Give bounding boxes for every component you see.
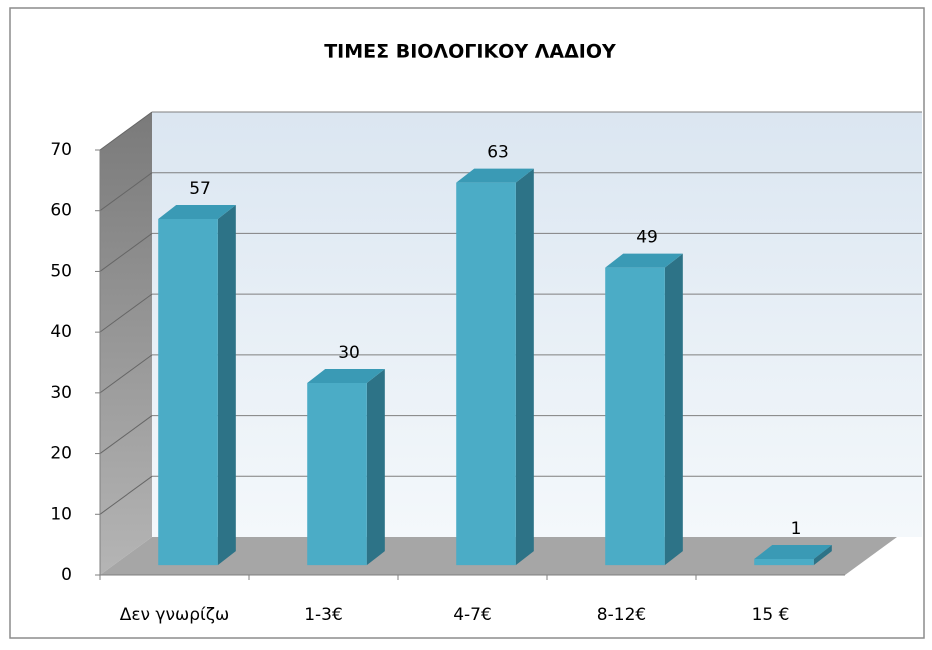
bar-face <box>515 168 534 566</box>
bar <box>754 545 832 566</box>
y-tick-label: 50 <box>50 261 72 281</box>
chart-title: ΤΙΜΕΣ ΒΙΟΛΟΓΙΚΟΥ ΛΑΔΙΟΥ <box>324 41 616 63</box>
side-grid-line <box>99 354 153 394</box>
bar-face <box>366 368 385 566</box>
bar-face <box>456 168 534 183</box>
bar-face <box>307 368 385 383</box>
data-label: 57 <box>189 179 211 199</box>
x-tick-label: 8-12€ <box>597 605 646 625</box>
side-grid-line <box>99 172 153 212</box>
y-tick-label: 0 <box>61 565 72 585</box>
side-grid-line <box>99 415 153 454</box>
y-tick-label: 30 <box>50 383 72 403</box>
bar <box>605 253 683 566</box>
bar-face <box>813 545 832 566</box>
side-grid-line <box>99 293 153 333</box>
bar-face <box>754 559 814 566</box>
bar-face <box>754 545 832 560</box>
bar-face <box>456 182 516 566</box>
y-tick-label: 10 <box>50 504 72 524</box>
y-tick-label: 40 <box>50 322 72 342</box>
bar-face <box>307 382 367 566</box>
side-grid-line <box>99 475 153 515</box>
y-tick-label: 70 <box>50 140 72 160</box>
data-label: 30 <box>338 343 360 363</box>
data-label: 1 <box>791 519 802 539</box>
bar-face <box>664 253 683 566</box>
y-tick-label: 60 <box>50 201 72 221</box>
x-tick-label: Δεν γνωρίζω <box>120 605 230 625</box>
bar-face <box>217 205 236 566</box>
data-label: 63 <box>487 143 509 163</box>
bar-face <box>158 205 236 220</box>
bar <box>158 205 236 566</box>
x-tick-label: 1-3€ <box>304 605 343 625</box>
back-wall <box>152 112 922 537</box>
data-label: 49 <box>636 228 658 248</box>
bar <box>456 168 534 566</box>
bar <box>307 368 385 566</box>
bar-face <box>158 219 218 566</box>
side-wall <box>100 112 152 575</box>
x-tick-label: 15 € <box>752 605 790 625</box>
side-grid-line <box>99 233 153 272</box>
y-tick-label: 20 <box>50 444 72 464</box>
bar-face <box>605 267 665 566</box>
x-tick-label: 4-7€ <box>453 605 492 625</box>
side-grid-line <box>99 111 153 151</box>
bar-face <box>605 253 683 268</box>
